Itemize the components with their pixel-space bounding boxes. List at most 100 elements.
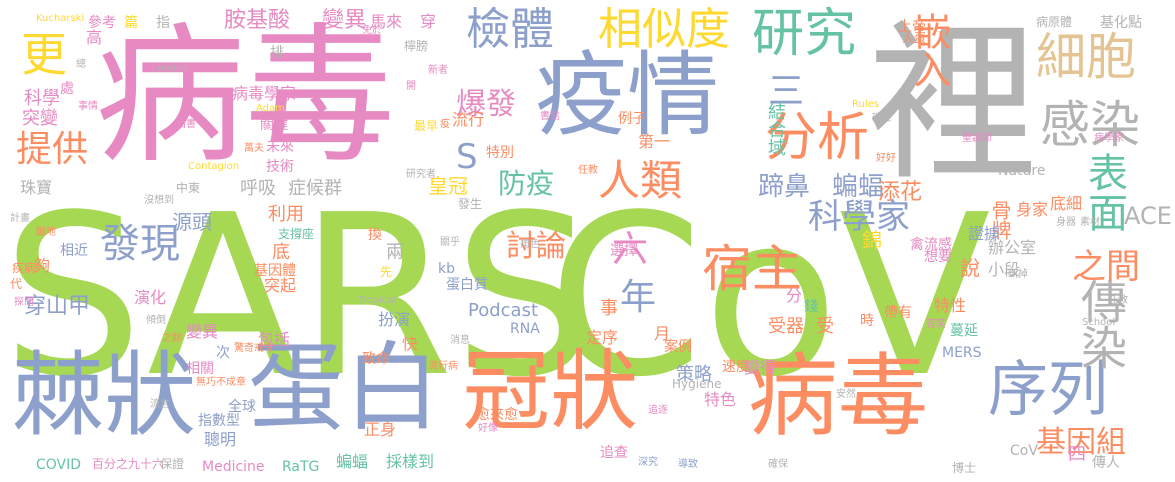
word-69: 變得 <box>744 360 776 376</box>
word-91: 流行 <box>452 112 484 128</box>
word-12: 研究 <box>752 8 856 60</box>
word-86: Nature <box>998 164 1045 178</box>
word-156: 驚奇戒令 <box>234 344 274 354</box>
word-124: 篇 <box>124 16 138 30</box>
word-118: 處 <box>60 82 74 96</box>
word-60: 錢 <box>804 300 818 314</box>
word-178: 任教 <box>578 166 598 176</box>
word-153: 角色 <box>520 240 540 250</box>
word-179: 新者 <box>428 66 448 76</box>
word-76: COVID <box>36 458 81 472</box>
word-184: 流言 <box>150 400 170 410</box>
word-138: 好好 <box>876 154 896 164</box>
word-101: 扮演 <box>378 312 410 328</box>
word-167: 斷掉 <box>1008 270 1028 280</box>
word-181: 代 <box>10 278 22 290</box>
word-87: School <box>1082 318 1115 328</box>
word-107: 基因體 <box>254 264 296 278</box>
word-35: S <box>456 140 478 174</box>
word-99: 定序 <box>586 330 618 346</box>
word-28: 蹄鼻 <box>758 174 810 200</box>
word-59: 分 <box>786 288 802 304</box>
word-22: 發現 <box>100 224 180 264</box>
word-130: 想要 <box>924 250 952 264</box>
word-147: 次 <box>216 346 230 360</box>
word-57: Podcast <box>468 302 538 320</box>
word-115: 科學 <box>24 90 60 108</box>
word-136: Rules <box>852 100 879 110</box>
word-89: Tropical <box>358 296 396 306</box>
word-81: 愈來愈 <box>476 408 518 422</box>
word-125: 參考 <box>88 16 116 30</box>
word-121: 未來 <box>266 140 294 154</box>
word-145: 變異 <box>186 324 218 340</box>
word-80: 採樣到 <box>386 454 434 470</box>
word-169: 素材 <box>1080 218 1100 228</box>
word-25: 提供 <box>16 132 88 168</box>
word-185: 蹦地 <box>36 228 56 238</box>
word-29: 蝙蝠 <box>832 174 884 200</box>
word-15: 更 <box>18 30 64 76</box>
word-79: 蝙蝠 <box>336 454 368 470</box>
word-7: 棘狀 <box>12 350 196 442</box>
word-182: 探問 <box>14 298 34 308</box>
word-96: 事 <box>600 300 618 318</box>
word-140: 聖誕節 <box>962 134 992 144</box>
word-19: 人類 <box>598 160 682 202</box>
word-10: 檢體 <box>466 8 554 52</box>
word-187: 計畫 <box>10 214 30 224</box>
word-51: 底細 <box>1050 196 1082 212</box>
word-88: Hygiene <box>672 378 721 390</box>
word-128: 人蛋 <box>902 32 926 44</box>
word-114: 病毒學家 <box>232 86 296 102</box>
word-39: 變異 <box>322 10 366 32</box>
word-58: RNA <box>510 322 540 336</box>
word-171: 檸膀 <box>404 40 428 52</box>
word-62: 受 <box>816 318 834 336</box>
word-158: 流行病 <box>428 362 458 372</box>
word-165: 安然 <box>836 390 856 400</box>
word-77: Medicine <box>202 460 265 474</box>
word-75: 正身 <box>364 422 396 438</box>
word-13: 細胞 <box>1036 32 1136 82</box>
word-111: 兩 <box>386 244 404 262</box>
word-168: 任教 <box>1108 296 1128 306</box>
word-141: 百分之九十六 <box>92 458 164 470</box>
word-21: 科學家 <box>808 200 910 234</box>
word-117: 高 <box>86 30 102 46</box>
word-180: 疾病 <box>12 262 36 274</box>
word-71: 特色 <box>704 392 736 408</box>
word-98: 月 <box>654 326 670 342</box>
word-4: 疫情 <box>535 50 719 142</box>
word-44: 利用 <box>268 206 304 224</box>
word-32: 之間 <box>1072 250 1140 284</box>
word-151: 選擇 <box>610 244 638 258</box>
word-31: 年 <box>620 280 656 316</box>
word-56: 說 <box>960 258 980 278</box>
word-100: 快 <box>402 336 418 352</box>
word-123: 排 <box>270 46 284 60</box>
word-139: 病學家 <box>1094 134 1124 144</box>
word-132: 病原體 <box>1036 16 1072 28</box>
word-95: 最早 <box>414 120 438 132</box>
word-154: 關乎 <box>440 238 460 248</box>
word-54: 證據 <box>968 226 1000 242</box>
word-34: ACE <box>1124 204 1172 228</box>
word-45: 呼吸 <box>240 180 276 198</box>
word-78: RaTG <box>282 460 319 474</box>
word-27: 防疫 <box>498 170 554 198</box>
word-90: London <box>152 64 189 74</box>
word-116: 突變 <box>22 110 58 128</box>
word-157: 之餘 <box>162 334 182 344</box>
word-109: 夠 <box>34 258 50 274</box>
word-46: 症候群 <box>288 180 342 198</box>
word-74: 全球 <box>228 400 256 414</box>
word-14: 感染 <box>1040 100 1140 150</box>
word-119: 珠寶 <box>20 180 52 196</box>
word-146: 相關 <box>186 362 214 376</box>
word-164: 確保 <box>768 460 788 470</box>
word-175: 萬夫 <box>244 144 264 154</box>
word-104: 先 <box>380 266 392 278</box>
word-37: 結合域 <box>766 102 784 156</box>
word-102: 蛋白質 <box>446 278 488 292</box>
